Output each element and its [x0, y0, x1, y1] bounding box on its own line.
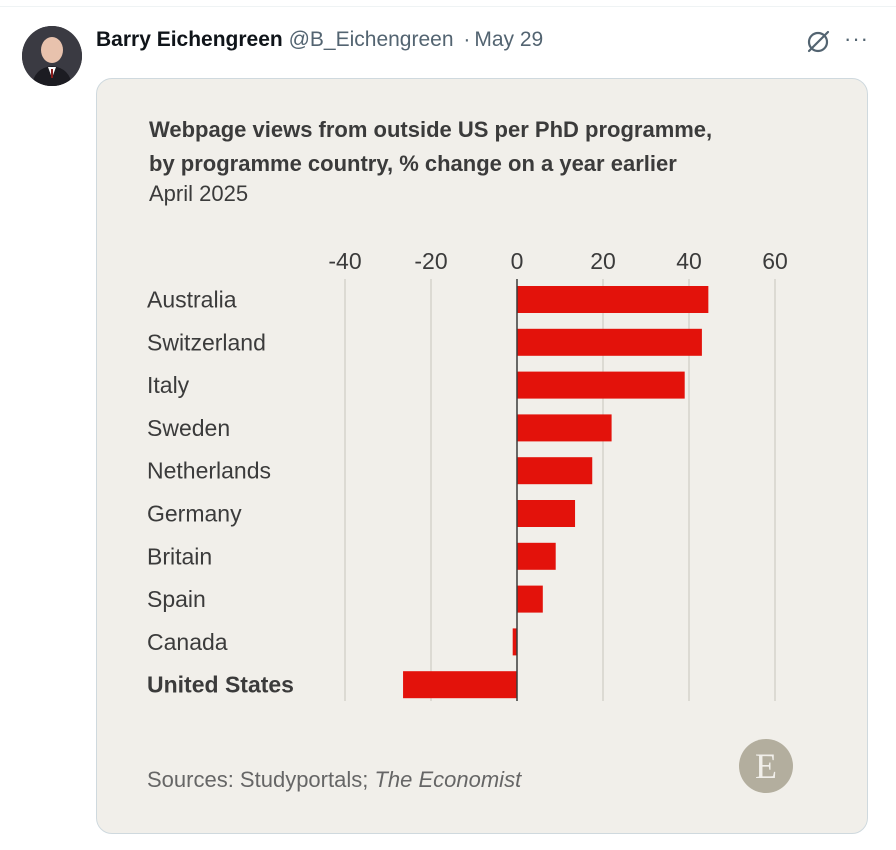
chart-title-line-2: by programme country, % change on a year… [149, 151, 677, 176]
bar [517, 542, 556, 570]
bar [403, 671, 517, 699]
economist-logo: E [739, 739, 793, 793]
category-label: Spain [147, 586, 206, 612]
source-prefix: Sources: Studyportals; [147, 767, 375, 792]
header-separator: · [463, 28, 471, 51]
more-options-icon[interactable]: ··· [844, 26, 869, 51]
bar-chart: -40 -20 0 20 40 60 Australia Switzerland Italy Sw… [147, 248, 788, 701]
bar [517, 328, 702, 356]
category-label: United States [147, 672, 294, 698]
category-label: Australia [147, 287, 237, 313]
bar [517, 457, 593, 485]
bar [517, 286, 709, 313]
grok-icon[interactable] [804, 28, 832, 56]
bar [517, 414, 612, 442]
top-divider [0, 6, 896, 7]
x-tick-label: -40 [328, 248, 361, 274]
x-tick-label: 40 [676, 248, 702, 274]
x-tick-label: 60 [762, 248, 788, 274]
chart-source: Sources: Studyportals; The Economist [147, 767, 521, 793]
bar [512, 628, 517, 656]
chart-image-card[interactable]: Webpage views from outside US per PhD pr… [96, 78, 868, 834]
x-tick-label: -20 [414, 248, 447, 274]
chart-title: Webpage views from outside US per PhD pr… [149, 113, 712, 181]
bar [517, 500, 576, 527]
bar [517, 371, 685, 399]
category-label: Canada [147, 629, 228, 655]
category-label: Netherlands [147, 458, 271, 484]
author-avatar[interactable] [22, 26, 82, 86]
author-name[interactable]: Barry Eichengreen [96, 28, 283, 51]
category-label: Italy [147, 372, 190, 398]
tweet-date[interactable]: May 29 [474, 28, 544, 51]
x-tick-label: 20 [590, 248, 616, 274]
avatar-portrait-icon [22, 26, 82, 86]
category-label: Britain [147, 543, 212, 569]
author-handle[interactable]: @B_Eichengreen [288, 28, 454, 51]
x-tick-label: 0 [511, 248, 524, 274]
bar [517, 585, 543, 613]
category-label: Germany [147, 501, 242, 527]
tweet-header: Barry Eichengreen @B_Eichengreen · May 29 [96, 28, 543, 52]
chart-subtitle: April 2025 [149, 181, 249, 206]
chart-title-line-1: Webpage views from outside US per PhD pr… [149, 117, 713, 142]
category-label: Sweden [147, 415, 230, 441]
source-italic: The Economist [374, 767, 522, 792]
category-label: Switzerland [147, 329, 266, 355]
